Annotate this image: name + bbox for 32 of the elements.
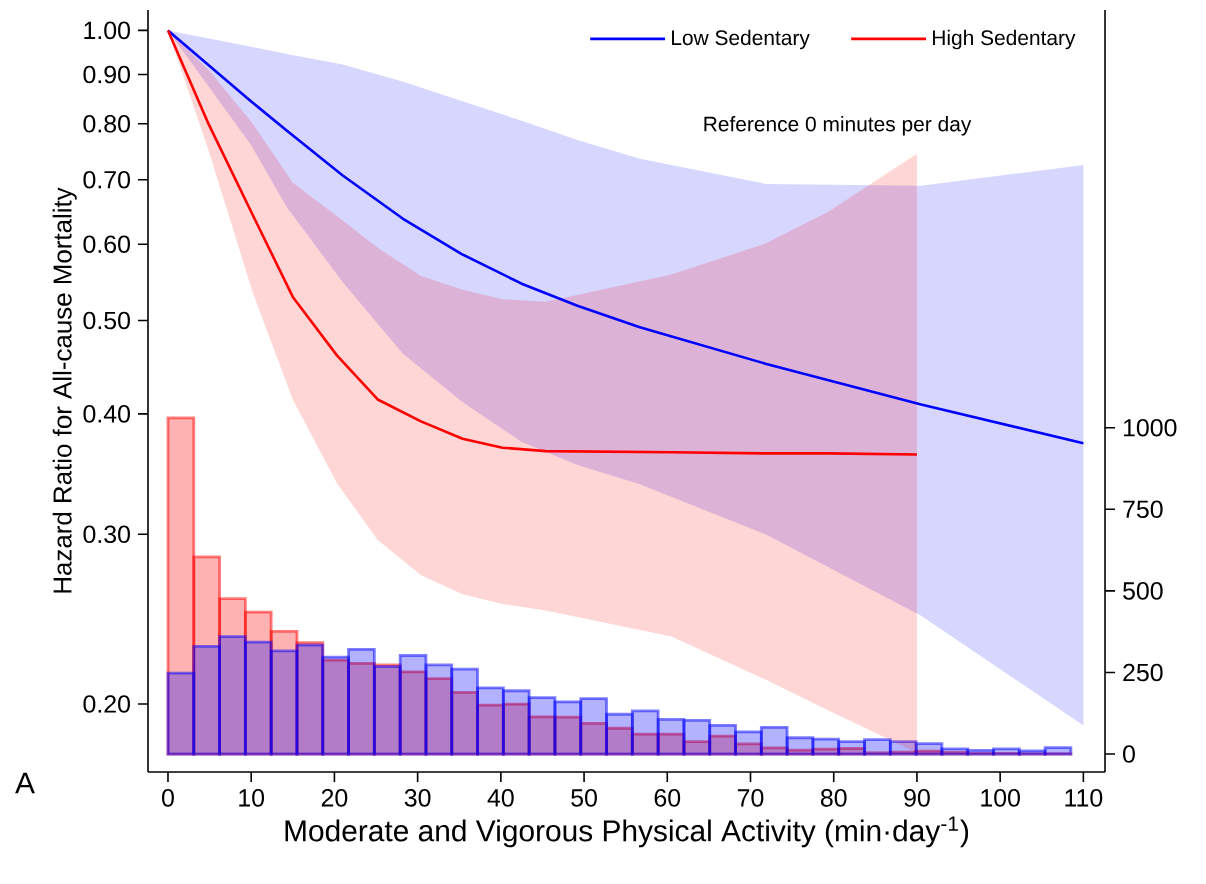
legend-label: Low Sedentary bbox=[672, 29, 810, 50]
x-tick-label: 30 bbox=[404, 789, 431, 807]
annotation: Reference 0 minutes per day bbox=[704, 116, 972, 136]
y-tick-label: 0.50 bbox=[83, 311, 130, 330]
y2-tick-label: 750 bbox=[1123, 500, 1163, 519]
x-tick-label: 20 bbox=[321, 789, 348, 807]
y-tick-label: 0.70 bbox=[83, 170, 130, 189]
y-tick-label: 0.20 bbox=[83, 695, 130, 713]
y2-tick-label: 0 bbox=[1123, 745, 1135, 763]
x-tick-label: 110 bbox=[1065, 789, 1103, 807]
y-tick-label: 0.60 bbox=[83, 235, 130, 254]
y2-tick-label: 500 bbox=[1123, 582, 1163, 600]
y2-tick-label: 1000 bbox=[1123, 418, 1177, 437]
y-tick-label: 0.40 bbox=[83, 405, 130, 423]
y-tick-label: 1.00 bbox=[84, 21, 130, 40]
x-tick-label: 50 bbox=[571, 789, 597, 807]
x-tick-label: 90 bbox=[904, 789, 930, 807]
y-tick-label: 0.80 bbox=[83, 115, 130, 133]
y-axis-title: Hazard Ratio for All-cause Mortality bbox=[52, 187, 77, 593]
legend-label: High Sedentary bbox=[933, 29, 1076, 50]
x-tick-label: 40 bbox=[487, 789, 514, 807]
y-tick-label: 0.30 bbox=[83, 525, 130, 544]
x-tick-label: 100 bbox=[981, 789, 1020, 807]
y-tick-label: 0.90 bbox=[83, 65, 130, 84]
x-tick-label: 70 bbox=[737, 789, 764, 807]
text: A bbox=[15, 772, 35, 794]
y2-tick-label: 250 bbox=[1123, 663, 1163, 682]
x-tick-label: 60 bbox=[654, 789, 681, 807]
x-axis-title: Moderate and Vigorous Physical Activity (min·day$^{-1}$) bbox=[285, 816, 969, 848]
x-tick-label: 0 bbox=[162, 789, 174, 807]
x-tick-label: 10 bbox=[239, 789, 265, 807]
x-tick-label: 80 bbox=[820, 789, 847, 807]
